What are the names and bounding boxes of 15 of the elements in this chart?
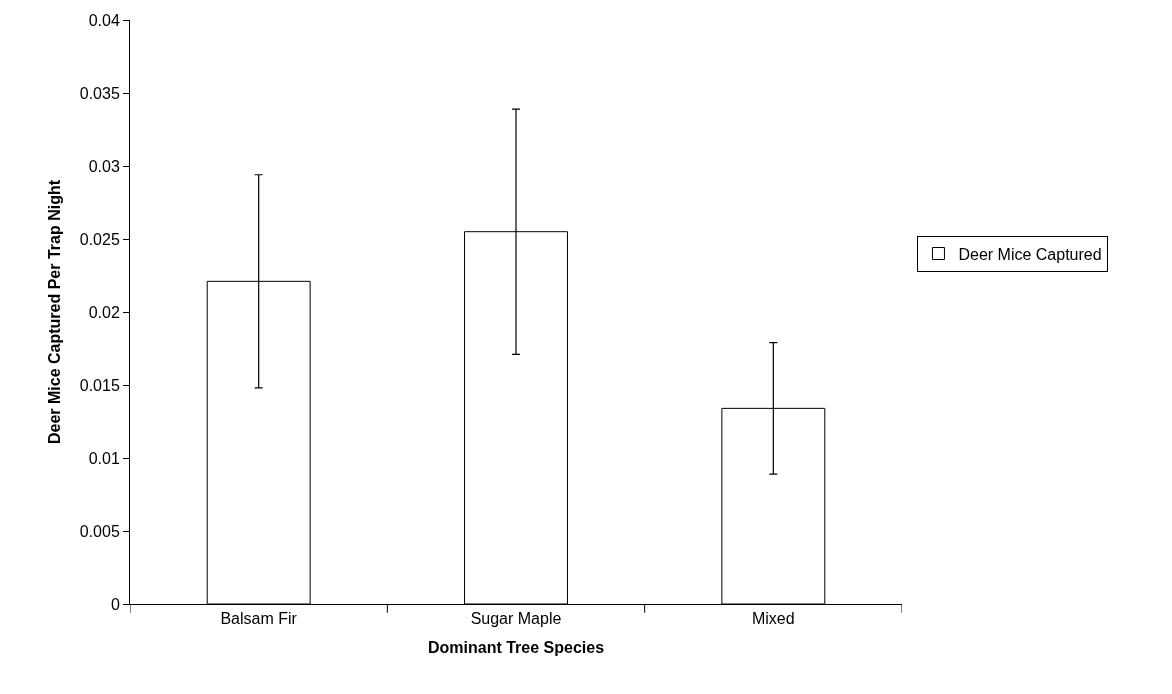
y-tick-label: 0 (110, 595, 120, 613)
y-tick-label: 0.02 (88, 303, 120, 321)
x-tick-label: Mixed (751, 610, 795, 628)
y-tick-label: 0.04 (88, 11, 120, 29)
y-tick-label: 0.035 (79, 84, 120, 102)
y-tick-label: 0.015 (79, 376, 120, 394)
y-axis-title: Deer Mice Captured Per Trap Night (45, 179, 63, 445)
y-tick-label: 0.025 (79, 230, 120, 248)
x-axis-title: Dominant Tree Species (427, 638, 605, 656)
x-tick-label: Sugar Maple (470, 610, 562, 628)
y-tick-label: 0.005 (79, 522, 120, 540)
legend-label: Deer Mice Captured (958, 245, 1102, 263)
y-tick-label: 0.03 (88, 157, 120, 175)
x-tick-label: Balsam Fir (220, 610, 298, 628)
y-tick-label: 0.01 (88, 449, 120, 467)
